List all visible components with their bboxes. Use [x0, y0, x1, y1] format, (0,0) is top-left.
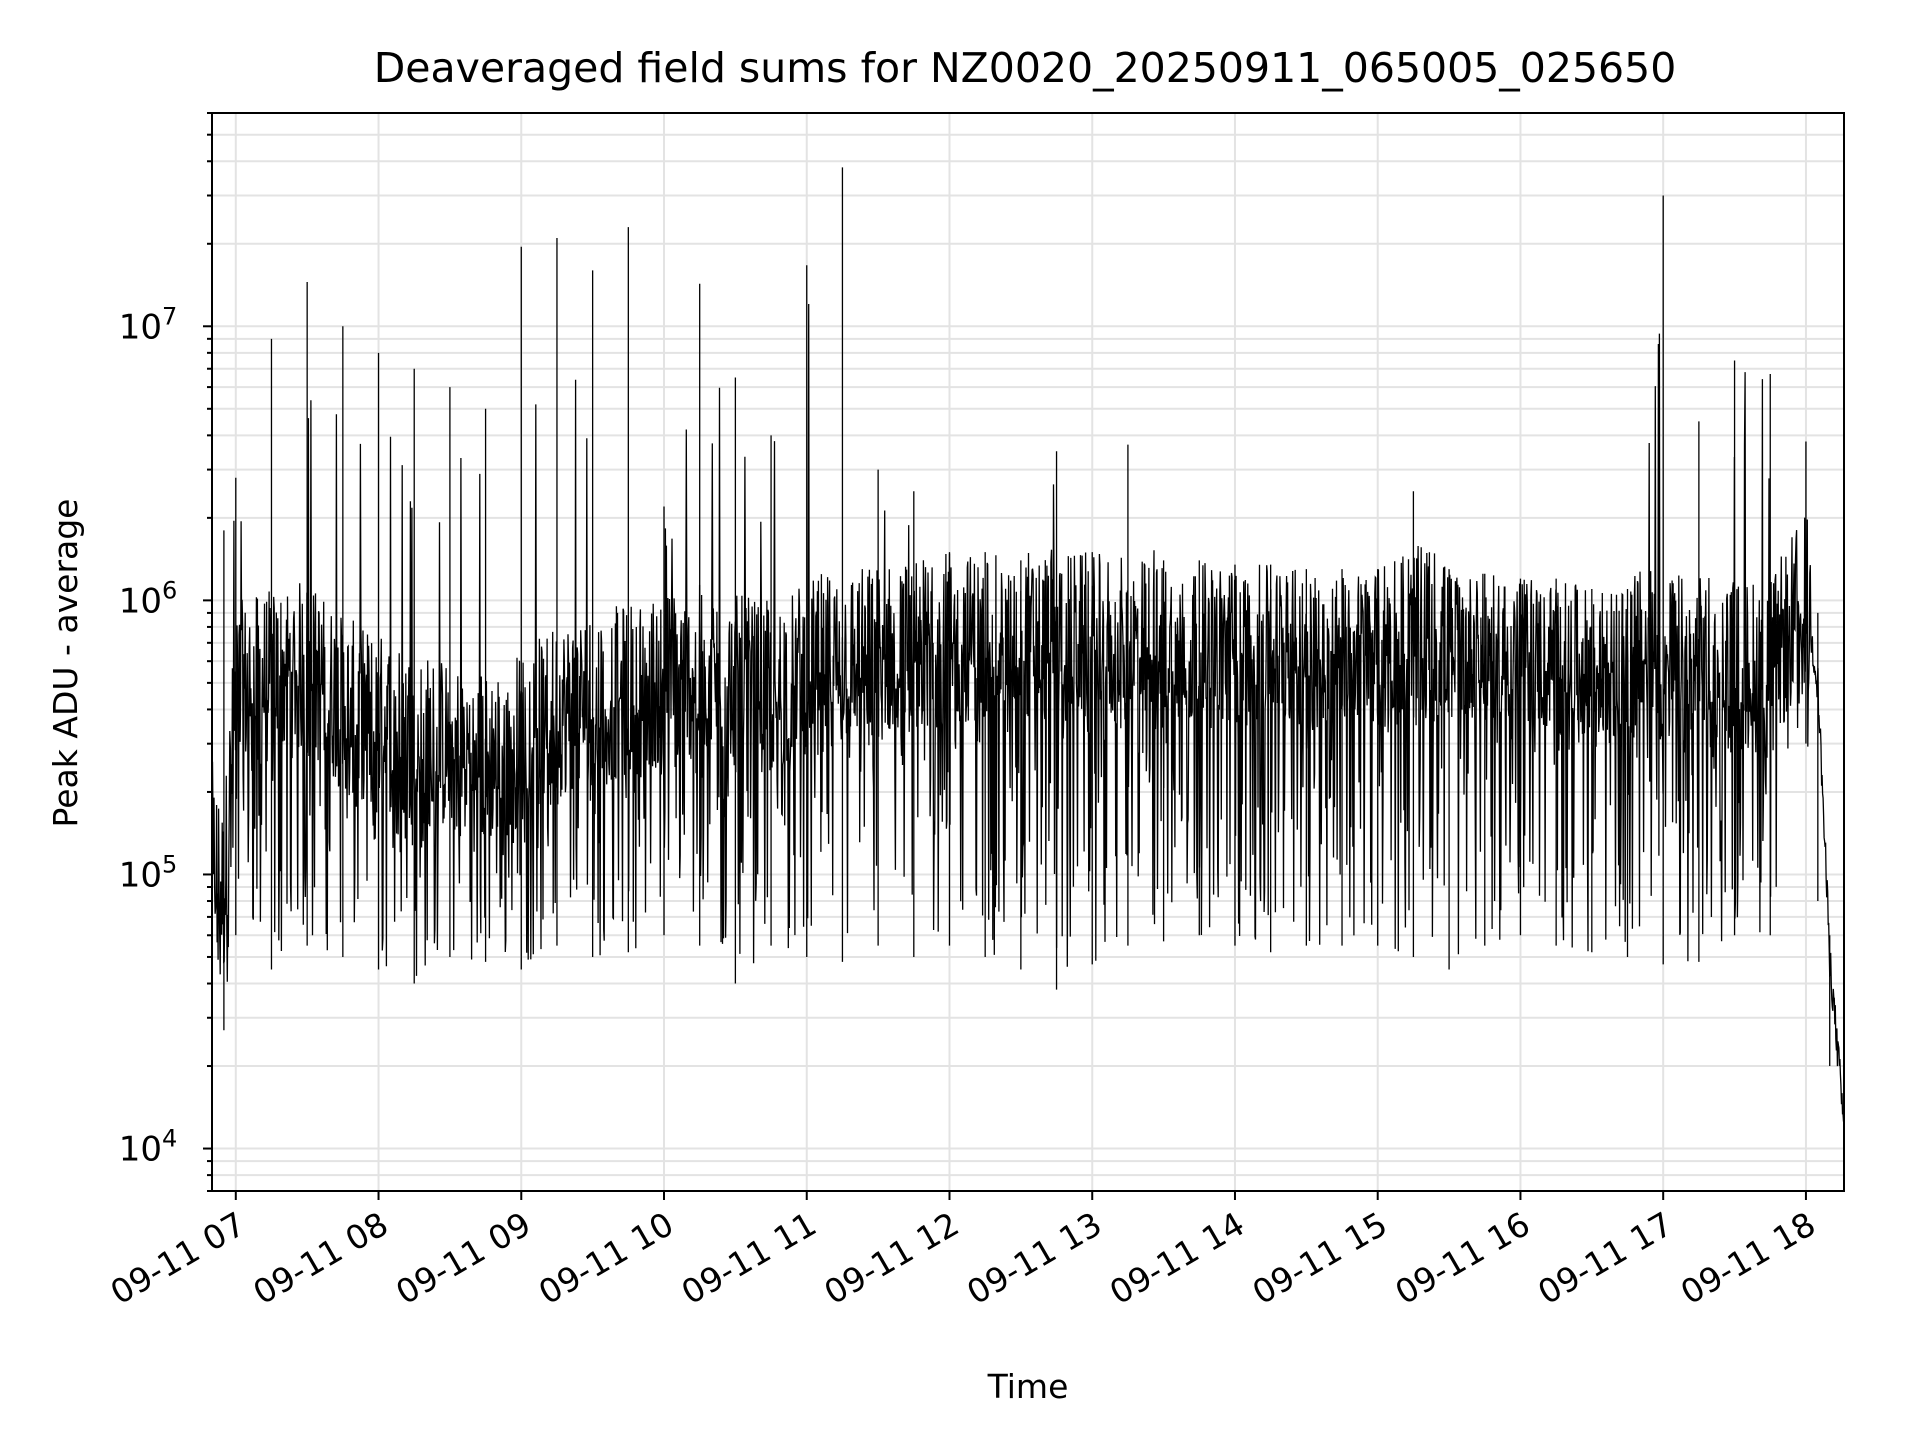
y-tick-exponent: 7: [162, 302, 177, 330]
y-tick-label: 10: [119, 855, 162, 895]
series-layer: [211, 167, 1845, 1138]
x-axis-label: Time: [987, 1367, 1069, 1406]
y-tick-exponent: 4: [162, 1125, 177, 1153]
y-tick-label: 10: [119, 307, 162, 347]
chart-title: Deaveraged field sums for NZ0020_2025091…: [374, 44, 1677, 92]
y-tick-label: 10: [119, 581, 162, 621]
y-tick-exponent: 6: [162, 576, 177, 604]
y-tick-label: 10: [119, 1130, 162, 1170]
y-axis-label: Peak ADU - average: [46, 499, 85, 828]
series-line: [211, 303, 1845, 1122]
plot-frame: [211, 112, 1845, 1192]
y-tick-exponent: 5: [162, 850, 177, 878]
